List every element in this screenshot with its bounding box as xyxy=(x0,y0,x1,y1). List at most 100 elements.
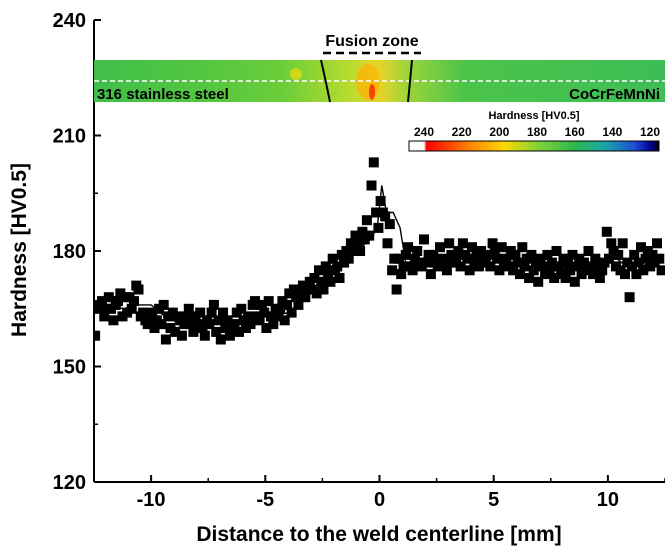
data-point xyxy=(263,296,274,307)
data-point xyxy=(604,253,614,264)
data-point xyxy=(633,257,644,268)
data-point xyxy=(352,238,363,249)
data-point xyxy=(195,307,206,318)
data-point xyxy=(542,249,553,260)
data-point xyxy=(224,330,235,341)
data-point xyxy=(279,315,290,326)
data-point xyxy=(364,230,375,241)
data-point xyxy=(624,292,635,303)
data-point xyxy=(181,311,192,322)
data-point xyxy=(535,253,546,264)
data-point xyxy=(183,303,194,314)
data-point xyxy=(512,257,523,268)
data-point xyxy=(179,319,190,330)
colorbar-gradient xyxy=(408,140,660,152)
data-point xyxy=(444,238,455,249)
data-point xyxy=(425,269,436,280)
data-point xyxy=(215,334,226,345)
data-point xyxy=(94,330,101,341)
data-point xyxy=(613,249,624,260)
data-point xyxy=(403,242,414,253)
data-point xyxy=(188,326,199,337)
data-point xyxy=(204,319,215,330)
data-point xyxy=(254,315,265,326)
data-point xyxy=(341,246,352,256)
data-point xyxy=(528,265,539,276)
data-point xyxy=(501,253,512,264)
data-point xyxy=(412,246,423,256)
data-point xyxy=(108,315,119,326)
fusion-boundary-left xyxy=(320,59,331,103)
data-point xyxy=(268,319,279,330)
data-point xyxy=(318,284,329,295)
data-point xyxy=(261,323,272,333)
data-point xyxy=(213,315,224,326)
data-point xyxy=(384,219,395,230)
x-tick-label: 10 xyxy=(597,489,619,511)
data-point xyxy=(229,319,240,330)
data-point xyxy=(464,265,475,276)
data-point xyxy=(309,273,320,283)
y-tick-label: 150 xyxy=(53,357,86,379)
y-tick-label: 120 xyxy=(53,472,86,494)
data-point xyxy=(519,261,530,272)
y-tick-label: 180 xyxy=(53,241,86,263)
data-point xyxy=(398,261,409,272)
data-point xyxy=(435,242,445,253)
data-point xyxy=(601,226,612,237)
data-point xyxy=(629,249,640,260)
data-point xyxy=(647,249,658,260)
data-point xyxy=(320,261,331,272)
data-point xyxy=(407,265,418,276)
data-point xyxy=(256,299,267,310)
data-point xyxy=(476,246,487,256)
data-point xyxy=(371,207,382,218)
data-point xyxy=(149,323,160,333)
data-point xyxy=(565,265,576,276)
colorbar-tick-label: 140 xyxy=(602,125,622,139)
data-point xyxy=(243,311,254,322)
data-point xyxy=(259,307,270,318)
fusion-zone-label: Fusion zone xyxy=(325,33,418,50)
data-point xyxy=(158,299,169,310)
data-point xyxy=(323,269,334,280)
data-point xyxy=(325,276,336,287)
colorbar-tick-label: 220 xyxy=(452,125,472,139)
x-tick-label: -5 xyxy=(256,489,274,511)
x-tick-label: 0 xyxy=(374,489,385,511)
data-point xyxy=(176,330,187,341)
data-point xyxy=(126,303,137,314)
data-point xyxy=(199,330,210,341)
data-point xyxy=(562,257,573,268)
data-point xyxy=(391,284,402,295)
data-point xyxy=(272,311,283,322)
data-point xyxy=(485,261,496,272)
colorbar-title: Hardness [HV0.5] xyxy=(488,110,579,122)
colorbar: Hardness [HV0.5] 240 220 200 180 160 140 120 xyxy=(408,110,660,152)
y-axis-label: Hardness [HV0.5] xyxy=(8,163,31,337)
data-point xyxy=(160,334,171,345)
data-point xyxy=(250,296,260,307)
data-point xyxy=(467,242,477,253)
y-tick-label: 240 xyxy=(53,10,86,32)
data-point xyxy=(546,257,557,268)
data-point xyxy=(492,253,503,264)
data-point xyxy=(508,265,519,276)
left-material-label: 316 stainless steel xyxy=(97,86,229,103)
data-point xyxy=(631,269,642,280)
x-tick-label: -10 xyxy=(137,489,166,511)
data-point xyxy=(357,226,368,237)
data-point xyxy=(343,253,354,264)
y-tick-label: 210 xyxy=(53,126,86,148)
data-point xyxy=(266,311,276,322)
data-point xyxy=(332,261,343,272)
data-points xyxy=(94,157,665,345)
data-point xyxy=(129,296,139,307)
data-point xyxy=(483,249,493,260)
data-point xyxy=(300,292,311,303)
x-axis-label: Distance to the weld centerline [mm] xyxy=(196,523,561,546)
data-point xyxy=(97,296,107,307)
data-point xyxy=(549,273,560,283)
data-point xyxy=(652,238,662,249)
data-point xyxy=(282,299,292,310)
